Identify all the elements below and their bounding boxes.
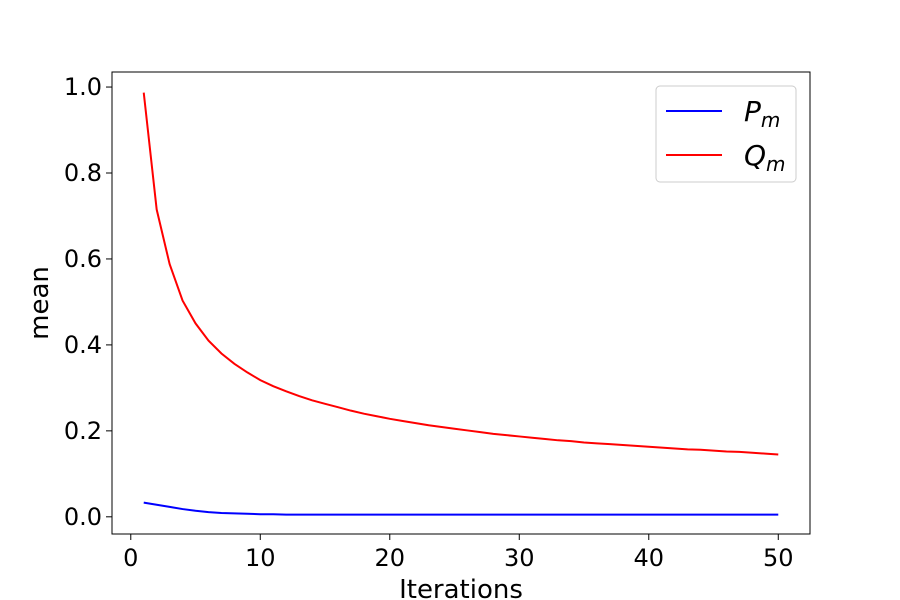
legend-label-subscript: m bbox=[761, 108, 780, 132]
series-lines bbox=[142, 92, 779, 516]
y-tick-label: 0.8 bbox=[64, 159, 102, 187]
y-axis-ticks: 0.0 0.2 0.4 0.6 0.8 1.0 bbox=[64, 73, 112, 531]
y-tick-label: 0.6 bbox=[64, 245, 102, 273]
x-axis-ticks: 0 10 20 30 40 50 bbox=[123, 534, 794, 572]
x-tick-label: 50 bbox=[763, 544, 794, 572]
legend-label-main: Q bbox=[744, 139, 766, 172]
y-tick-label: 1.0 bbox=[64, 73, 102, 101]
x-tick-label: 40 bbox=[634, 544, 665, 572]
y-tick-label: 0.4 bbox=[64, 331, 102, 359]
x-axis-label: Iterations bbox=[399, 575, 523, 600]
x-tick-label: 10 bbox=[245, 544, 276, 572]
x-tick-label: 0 bbox=[123, 544, 138, 572]
x-tick-label: 30 bbox=[504, 544, 535, 572]
series-line-p-m bbox=[143, 501, 779, 516]
legend-label-main: P bbox=[744, 95, 761, 128]
legend-label-p-m: Pm bbox=[744, 95, 780, 132]
y-tick-label: 0.0 bbox=[64, 503, 102, 531]
y-tick-label: 0.2 bbox=[64, 417, 102, 445]
y-axis-label: mean bbox=[25, 266, 55, 340]
legend-label-q-m: Qm bbox=[744, 139, 786, 176]
x-tick-label: 20 bbox=[375, 544, 406, 572]
legend-label-subscript: m bbox=[766, 152, 785, 176]
series-line-q-m bbox=[142, 92, 779, 456]
